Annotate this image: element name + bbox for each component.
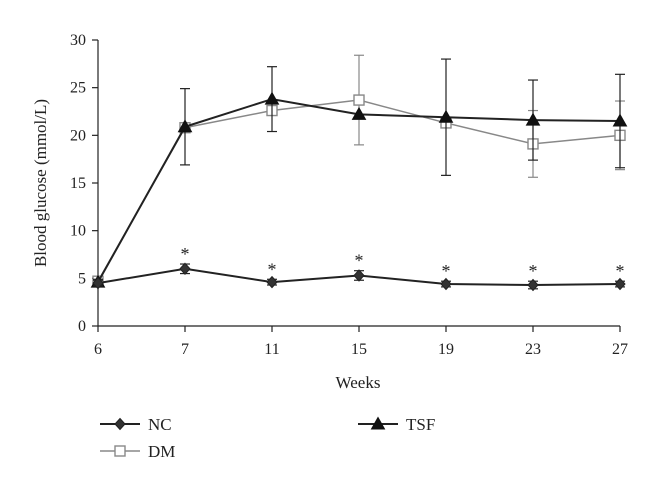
legend-label: TSF	[406, 415, 435, 434]
x-axis-title: Weeks	[336, 373, 381, 392]
legend-marker	[370, 416, 386, 430]
legend-marker	[114, 417, 126, 431]
x-tick-label: 15	[351, 341, 367, 358]
y-tick-label: 20	[70, 127, 86, 144]
y-tick-label: 15	[70, 175, 86, 192]
x-tick-label: 11	[264, 341, 279, 358]
data-point	[525, 112, 541, 126]
x-tick-label: 7	[181, 341, 189, 358]
legend: NC DM TSF	[100, 415, 435, 461]
data-point	[177, 119, 193, 133]
x-tick-label: 23	[525, 341, 541, 358]
data-point	[353, 269, 365, 282]
y-tick-label: 0	[78, 318, 86, 335]
y-axis-title: Blood glucose (mmol/L)	[31, 99, 50, 267]
plot-area: 0 5 10 15 20 25 30 6 7 11 15 19 23 27 * * * * * *	[70, 32, 628, 358]
data-point	[614, 277, 626, 291]
significance-star: *	[268, 259, 277, 279]
data-point	[440, 277, 452, 291]
data-point	[92, 276, 104, 290]
legend-item-tsf: TSF	[358, 415, 435, 434]
series-nc: * * * * * *	[92, 244, 626, 292]
legend-item-dm: DM	[100, 442, 175, 461]
data-point	[179, 262, 191, 276]
significance-star: *	[616, 261, 625, 281]
x-tick-label: 27	[612, 341, 628, 358]
data-point	[612, 113, 628, 127]
data-point	[351, 106, 367, 120]
significance-star: *	[529, 261, 538, 281]
data-point	[353, 94, 365, 106]
legend-label: DM	[148, 442, 175, 461]
significance-star: *	[442, 261, 451, 281]
y-tick-label: 30	[70, 32, 86, 49]
legend-label: NC	[148, 415, 172, 434]
y-tick-label: 10	[70, 223, 86, 240]
significance-star: *	[181, 244, 190, 264]
legend-item-nc: NC	[100, 415, 172, 434]
legend-marker	[114, 445, 126, 457]
x-tick-label: 6	[94, 341, 102, 358]
data-point	[438, 109, 454, 123]
significance-star: *	[355, 251, 364, 271]
x-tick-label: 19	[438, 341, 454, 358]
y-tick-label: 25	[70, 80, 86, 97]
data-point	[527, 278, 539, 292]
data-point	[266, 275, 278, 289]
data-point	[264, 91, 280, 105]
y-tick-label: 5	[78, 270, 86, 287]
